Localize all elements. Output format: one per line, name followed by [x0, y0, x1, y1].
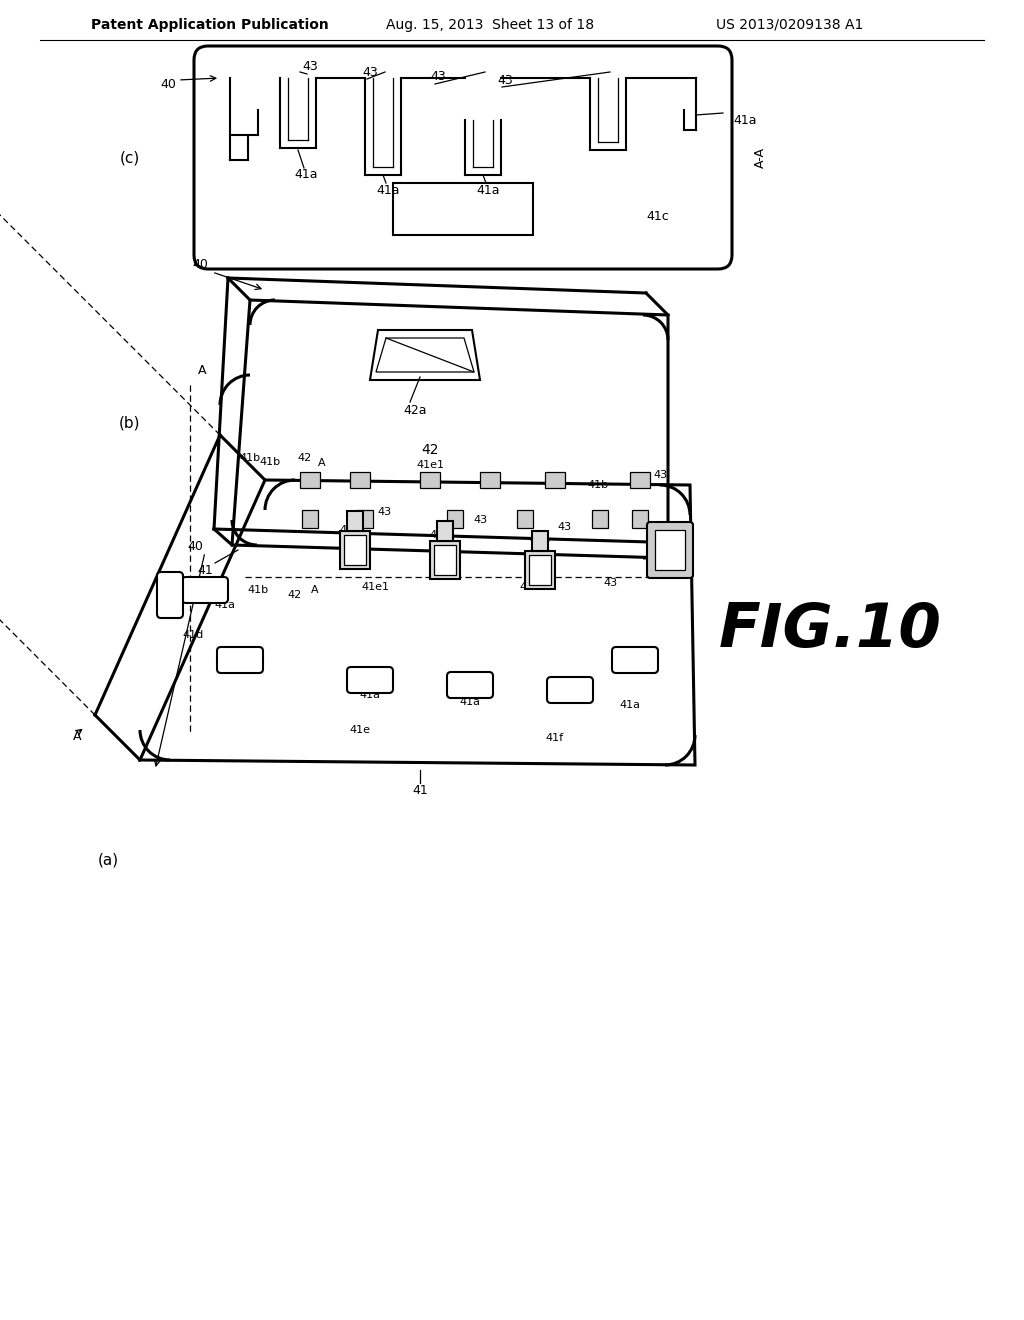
Text: 41a: 41a: [620, 700, 640, 710]
Bar: [393, 183, 534, 235]
Bar: [420, 473, 440, 488]
Text: A: A: [73, 730, 81, 743]
Text: 41b: 41b: [248, 585, 268, 595]
Bar: [545, 473, 565, 488]
Text: 43: 43: [302, 61, 317, 74]
Bar: [357, 510, 373, 528]
Bar: [437, 521, 453, 541]
FancyBboxPatch shape: [612, 647, 658, 673]
Text: 43: 43: [473, 515, 487, 525]
Text: 41a: 41a: [476, 183, 500, 197]
Bar: [630, 473, 650, 488]
Bar: [300, 473, 319, 488]
Text: A-A: A-A: [754, 148, 767, 169]
FancyBboxPatch shape: [647, 521, 693, 578]
Bar: [344, 535, 366, 565]
Text: (c): (c): [120, 150, 140, 165]
Text: 41a: 41a: [376, 183, 399, 197]
Text: FIG.10: FIG.10: [719, 601, 941, 660]
Text: (b): (b): [119, 416, 140, 430]
Text: 41b: 41b: [519, 582, 541, 591]
Bar: [347, 511, 362, 531]
Bar: [350, 473, 370, 488]
FancyBboxPatch shape: [547, 677, 593, 704]
Bar: [532, 531, 548, 550]
Bar: [434, 545, 456, 576]
Text: 40: 40: [160, 78, 176, 91]
Text: 41a: 41a: [359, 690, 381, 700]
Text: 43: 43: [430, 70, 445, 83]
Text: A: A: [198, 363, 206, 376]
Text: 41: 41: [412, 784, 428, 796]
Text: 40: 40: [187, 540, 203, 553]
Bar: [447, 510, 463, 528]
Text: 41a: 41a: [460, 697, 480, 708]
Text: 41c: 41c: [646, 210, 670, 223]
Text: 41b: 41b: [588, 480, 608, 490]
FancyBboxPatch shape: [430, 541, 460, 579]
Text: 41b: 41b: [339, 525, 360, 535]
Text: A: A: [318, 458, 326, 469]
Text: 41f: 41f: [546, 733, 564, 743]
Bar: [592, 510, 608, 528]
Text: 41b: 41b: [529, 535, 551, 545]
Text: 41b: 41b: [259, 457, 281, 467]
Text: 41e: 41e: [349, 725, 371, 735]
FancyBboxPatch shape: [347, 667, 393, 693]
FancyBboxPatch shape: [182, 577, 228, 603]
Bar: [517, 510, 534, 528]
Bar: [480, 473, 500, 488]
Text: 42a: 42a: [403, 404, 427, 417]
Text: 41b: 41b: [240, 453, 260, 463]
FancyBboxPatch shape: [525, 550, 555, 589]
Text: 41a: 41a: [733, 114, 757, 127]
Text: 42: 42: [421, 444, 438, 457]
Text: 43: 43: [653, 470, 667, 480]
FancyBboxPatch shape: [340, 531, 370, 569]
Text: 41e1: 41e1: [361, 582, 389, 591]
Bar: [302, 510, 318, 528]
Text: 41a: 41a: [294, 169, 317, 181]
Text: 43: 43: [378, 507, 392, 517]
Text: (a): (a): [97, 853, 119, 867]
Text: 41e1: 41e1: [416, 459, 444, 470]
Bar: [529, 554, 551, 585]
FancyBboxPatch shape: [194, 46, 732, 269]
FancyBboxPatch shape: [447, 672, 493, 698]
Text: Aug. 15, 2013  Sheet 13 of 18: Aug. 15, 2013 Sheet 13 of 18: [386, 18, 594, 32]
FancyBboxPatch shape: [157, 572, 183, 618]
Text: 41d: 41d: [182, 630, 204, 640]
Text: 41a: 41a: [214, 601, 236, 610]
Text: 42: 42: [298, 453, 312, 463]
FancyBboxPatch shape: [217, 647, 263, 673]
Text: 41: 41: [198, 564, 213, 577]
Text: A: A: [311, 585, 318, 595]
Bar: [655, 531, 685, 570]
Text: 43: 43: [558, 521, 572, 532]
Bar: [632, 510, 648, 528]
Text: 41b: 41b: [429, 531, 451, 540]
Text: 42: 42: [288, 590, 302, 601]
Text: 43: 43: [603, 578, 617, 587]
Text: Patent Application Publication: Patent Application Publication: [91, 18, 329, 32]
Text: US 2013/0209138 A1: US 2013/0209138 A1: [717, 18, 863, 32]
Text: 43: 43: [497, 74, 513, 87]
Text: 40: 40: [193, 259, 208, 272]
Text: 43: 43: [362, 66, 378, 78]
